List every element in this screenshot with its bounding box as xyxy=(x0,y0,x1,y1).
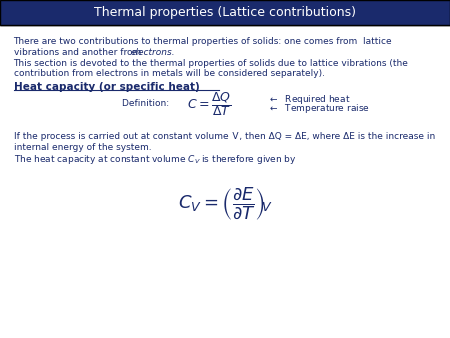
Text: internal energy of the system.: internal energy of the system. xyxy=(14,143,151,152)
Text: $\leftarrow$  Temperature raise: $\leftarrow$ Temperature raise xyxy=(268,102,369,115)
Text: Thermal properties (Lattice contributions): Thermal properties (Lattice contribution… xyxy=(94,6,356,19)
Text: This section is devoted to the thermal properties of solids due to lattice vibra: This section is devoted to the thermal p… xyxy=(14,59,409,68)
Text: Heat capacity (or specific heat): Heat capacity (or specific heat) xyxy=(14,82,199,92)
Text: $C = \dfrac{\Delta Q}{\Delta T}$: $C = \dfrac{\Delta Q}{\Delta T}$ xyxy=(187,90,231,118)
FancyBboxPatch shape xyxy=(0,0,450,25)
Text: contribution from electrons in metals will be considered separately).: contribution from electrons in metals wi… xyxy=(14,69,324,78)
Text: If the process is carried out at constant volume  V , then ΔQ = ΔE, where ΔE is : If the process is carried out at constan… xyxy=(14,132,435,141)
Text: Definition:: Definition: xyxy=(122,99,175,108)
Text: There are two contributions to thermal properties of solids: one comes from  lat: There are two contributions to thermal p… xyxy=(14,37,392,46)
Text: electrons.: electrons. xyxy=(131,48,176,57)
Text: The heat capacity at constant volume $C_V$ is therefore given by: The heat capacity at constant volume $C_… xyxy=(14,153,296,166)
Text: $C_V = \left(\dfrac{\partial E}{\partial T}\right)_{\!\!V}$: $C_V = \left(\dfrac{\partial E}{\partial… xyxy=(177,186,273,223)
Text: vibrations and another from: vibrations and another from xyxy=(14,48,144,57)
Text: $\leftarrow$  Required heat: $\leftarrow$ Required heat xyxy=(268,93,350,106)
